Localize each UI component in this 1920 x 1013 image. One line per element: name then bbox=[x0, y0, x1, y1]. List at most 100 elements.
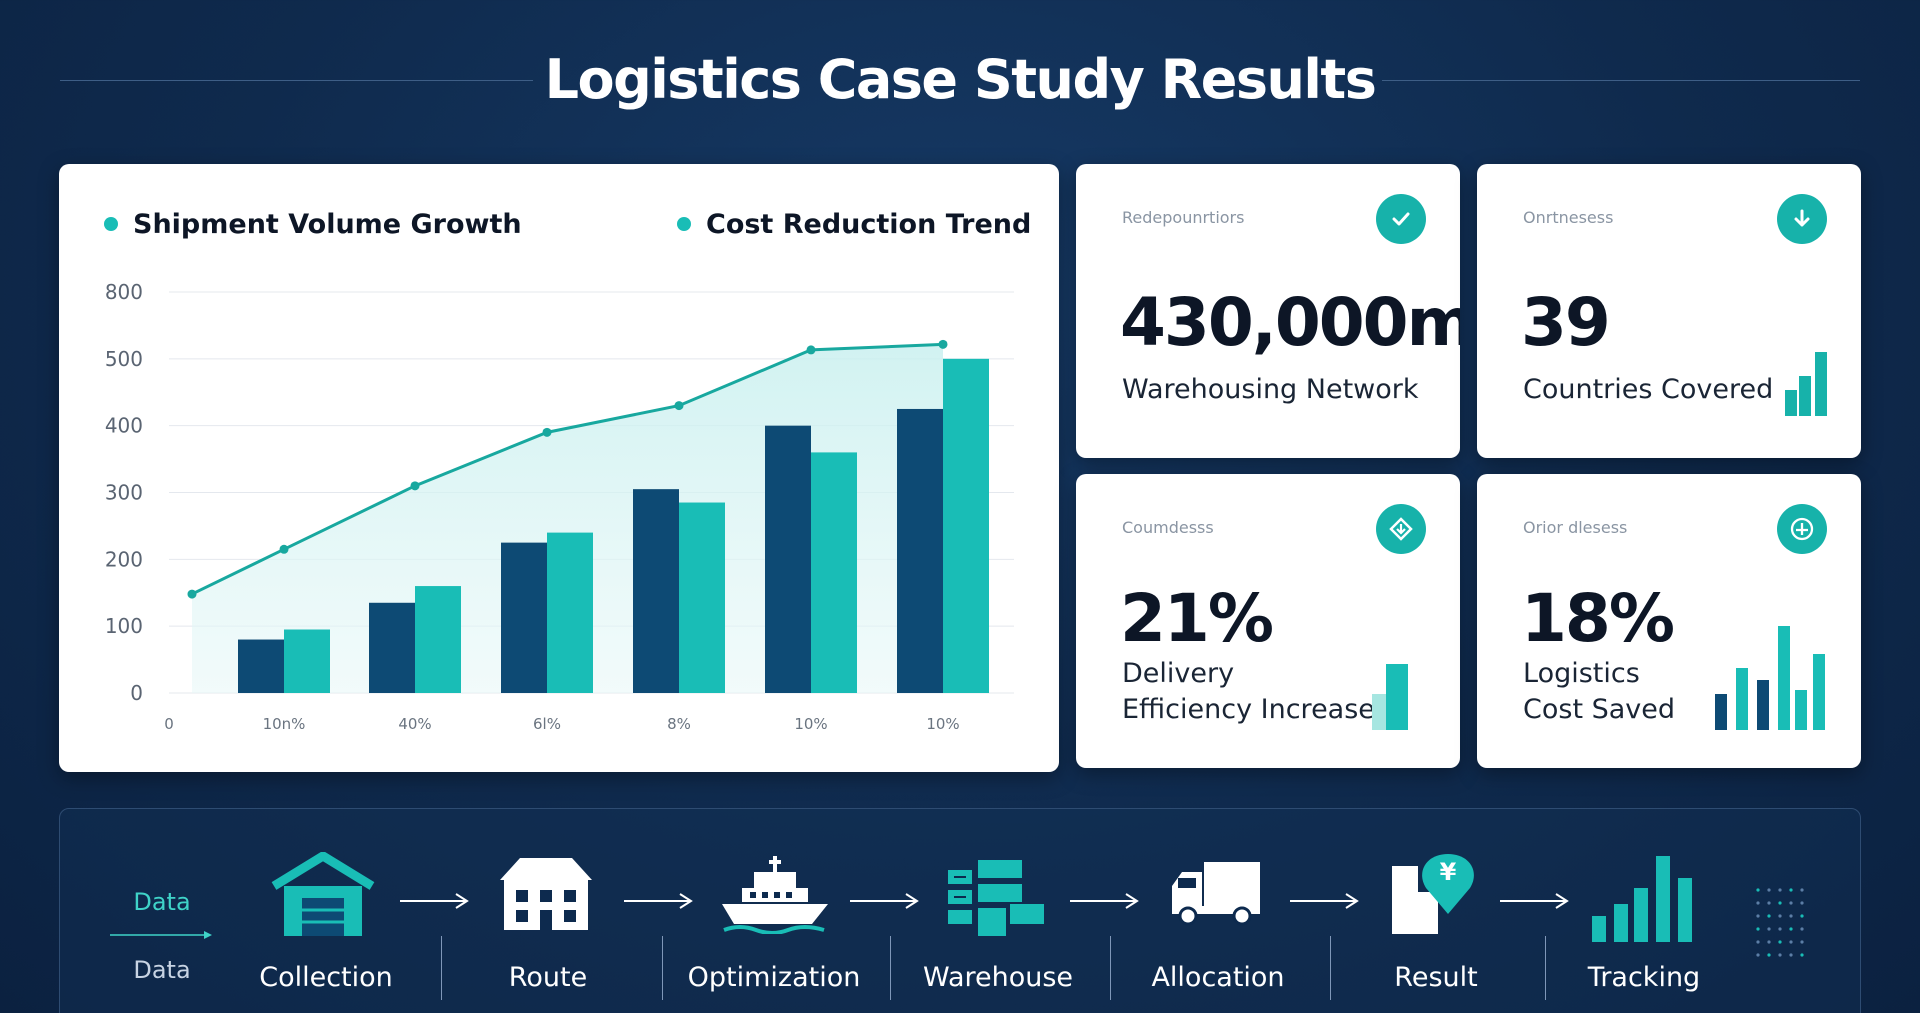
stat-eyebrow: Onrtnesess bbox=[1523, 208, 1614, 227]
stat-eyebrow: Coumdesss bbox=[1122, 518, 1214, 537]
bar-shipment-volume bbox=[897, 408, 943, 693]
y-tick-label: 100 bbox=[105, 614, 143, 638]
stat-card-warehousing: Redepounrtiors 430,000m2 Warehousing Net… bbox=[1076, 164, 1460, 458]
dot bbox=[1756, 914, 1760, 918]
arrow-icon bbox=[1290, 893, 1359, 909]
y-tick-label: 200 bbox=[105, 547, 143, 571]
scale-icon bbox=[1777, 504, 1827, 554]
dot bbox=[1800, 940, 1804, 944]
dot bbox=[1789, 914, 1793, 918]
dot bbox=[1756, 901, 1760, 905]
stat-card-countries: Onrtnesess 39 Countries Covered bbox=[1477, 164, 1861, 458]
title-row: Logistics Case Study Results bbox=[60, 40, 1860, 120]
dot bbox=[1789, 940, 1793, 944]
arrow-icon bbox=[850, 893, 919, 909]
truck-allocation-icon bbox=[1172, 862, 1260, 926]
flow-separator bbox=[890, 936, 891, 1000]
trend-point bbox=[279, 544, 289, 554]
bar-shipment-volume bbox=[238, 639, 284, 693]
bar-shipment-volume bbox=[633, 489, 679, 693]
building-route-icon bbox=[500, 858, 592, 930]
dot bbox=[1778, 940, 1782, 944]
data-label-top: Data bbox=[133, 888, 191, 916]
bar-cost-reduction bbox=[284, 629, 330, 693]
step-label-warehouse: Warehouse bbox=[922, 962, 1074, 993]
stat-label-line1: Logistics bbox=[1523, 658, 1640, 689]
step-label-collection: Collection bbox=[259, 962, 393, 993]
y-tick-label: 0 bbox=[130, 681, 143, 705]
arrow-icon bbox=[110, 931, 212, 939]
dot bbox=[1789, 927, 1793, 931]
x-tick-label: 10% bbox=[926, 715, 959, 733]
dot bbox=[1778, 888, 1782, 892]
dot bbox=[1767, 940, 1771, 944]
dot bbox=[1800, 953, 1804, 957]
trend-point bbox=[674, 401, 684, 411]
legend-label: Cost Reduction Trend bbox=[706, 209, 1031, 240]
dot bbox=[1800, 888, 1804, 892]
dots-pattern-icon bbox=[1756, 888, 1804, 957]
arrow-icon bbox=[400, 893, 469, 909]
dot bbox=[1789, 953, 1793, 957]
y-tick-label: 300 bbox=[105, 481, 143, 505]
check-icon bbox=[1376, 194, 1426, 244]
trend-point bbox=[806, 345, 816, 355]
trend-point bbox=[410, 481, 420, 491]
x-tick-label: 40% bbox=[398, 715, 431, 733]
dot bbox=[1756, 888, 1760, 892]
bar-cost-reduction bbox=[415, 586, 461, 693]
dot bbox=[1778, 914, 1782, 918]
stat-label-line2: Efficiency Increase bbox=[1122, 694, 1375, 725]
dot bbox=[1778, 901, 1782, 905]
dot bbox=[1778, 953, 1782, 957]
dot bbox=[1767, 901, 1771, 905]
dot bbox=[1800, 914, 1804, 918]
stat-label-line2: Cost Saved bbox=[1523, 694, 1676, 725]
y-tick-label: 400 bbox=[105, 414, 143, 438]
dot bbox=[1767, 927, 1771, 931]
bar-shipment-volume bbox=[765, 425, 811, 693]
mini-bars-icon bbox=[1372, 664, 1408, 730]
arrow-down-icon bbox=[1777, 194, 1827, 244]
dot bbox=[1789, 888, 1793, 892]
title-divider-right bbox=[1382, 80, 1860, 81]
x-tick-label: 0 bbox=[164, 715, 174, 733]
trend-point bbox=[187, 589, 197, 599]
flow-separator bbox=[662, 936, 663, 1000]
legend-marker bbox=[677, 217, 691, 231]
title-divider-left bbox=[60, 80, 533, 81]
currency-result-icon: ¥ bbox=[1390, 852, 1482, 934]
bar-cost-reduction bbox=[679, 502, 725, 693]
legend-marker bbox=[104, 217, 118, 231]
bar-cost-reduction bbox=[811, 452, 857, 693]
stat-eyebrow: Redepounrtiors bbox=[1122, 208, 1245, 227]
step-label-allocation: Allocation bbox=[1151, 962, 1285, 993]
y-tick-label: 500 bbox=[105, 347, 143, 371]
legend-label: Shipment Volume Growth bbox=[133, 209, 522, 240]
dot bbox=[1767, 953, 1771, 957]
dot bbox=[1756, 927, 1760, 931]
dot bbox=[1767, 914, 1771, 918]
stat-value: 430,000m2 bbox=[1120, 284, 1460, 361]
flow-separator bbox=[1545, 936, 1546, 1000]
dot bbox=[1767, 888, 1771, 892]
bar-shipment-volume bbox=[501, 542, 547, 693]
arrow-icon bbox=[624, 893, 693, 909]
dot bbox=[1778, 927, 1782, 931]
bar-cost-reduction bbox=[943, 358, 989, 693]
dot bbox=[1800, 901, 1804, 905]
mini-bars-icon bbox=[1785, 352, 1827, 416]
x-tick-label: 10n% bbox=[263, 715, 306, 733]
arrow-icon bbox=[1070, 893, 1139, 909]
x-tick-label: 6l% bbox=[533, 715, 561, 733]
dot bbox=[1756, 940, 1760, 944]
chart-card: 800 500 400 300 200 100 0 0 10n% 40% 6l% 8% 10% 10% Sh… bbox=[59, 164, 1059, 772]
arrow-icon bbox=[1500, 893, 1569, 909]
flow-separator bbox=[1110, 936, 1111, 1000]
warehouse-collection-icon bbox=[271, 852, 375, 936]
step-label-optimization: Optimization bbox=[687, 962, 861, 993]
stat-value: 39 bbox=[1521, 284, 1611, 361]
x-tick-label: 10% bbox=[794, 715, 827, 733]
trend-point bbox=[542, 427, 552, 437]
stat-card-cost: Orior dlesess 18% Logistics Cost Saved bbox=[1477, 474, 1861, 768]
